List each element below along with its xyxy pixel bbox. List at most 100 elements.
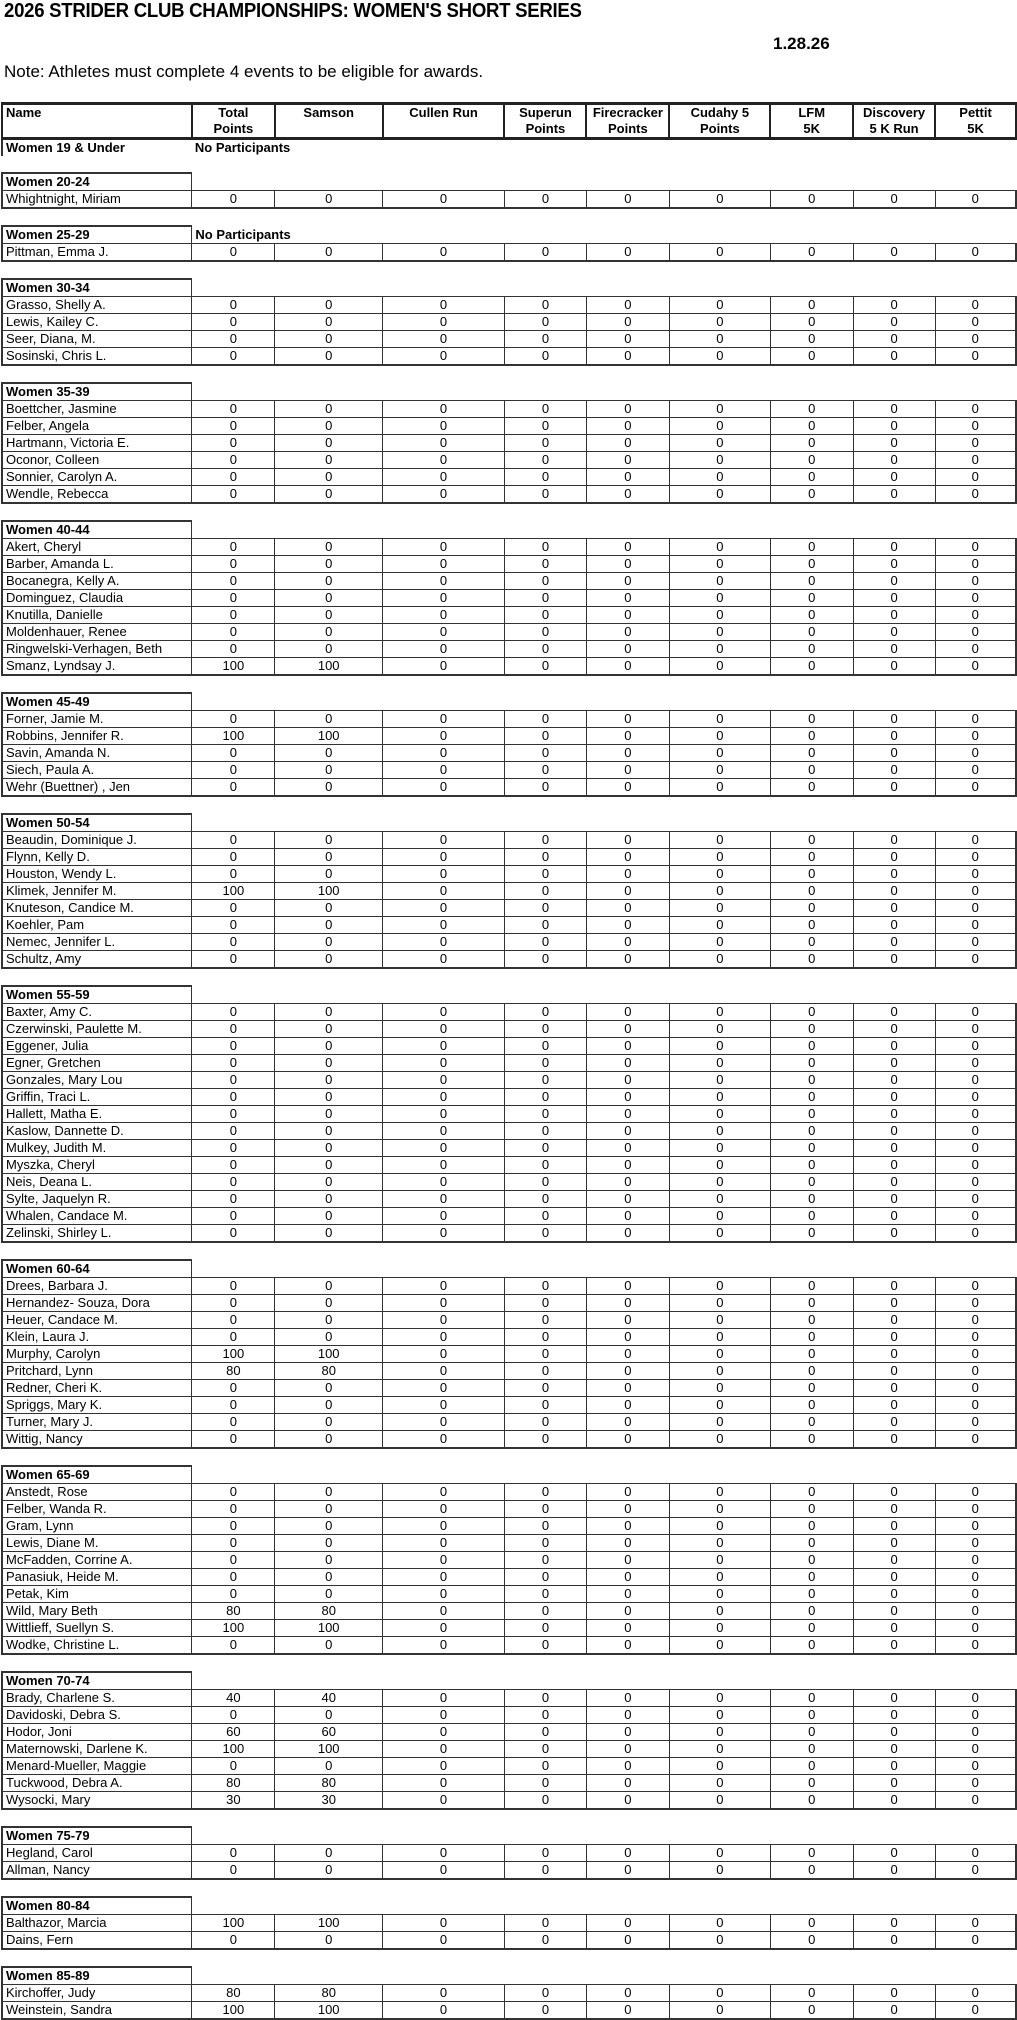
points-cell: 0	[934, 1430, 1017, 1449]
points-cell: 0	[852, 1984, 936, 2002]
points-cell: 0	[585, 1105, 670, 1123]
points-cell: 0	[668, 1931, 771, 1950]
athlete-name: Wittig, Nancy	[1, 1430, 193, 1449]
points-cell: 0	[852, 538, 936, 556]
points-cell: 0	[668, 1844, 771, 1862]
points-cell: 0	[769, 710, 854, 728]
points-cell: 0	[934, 1156, 1017, 1174]
points-cell: 0	[852, 1619, 936, 1637]
no-participants-note	[192, 173, 1016, 191]
points-cell: 0	[668, 848, 771, 866]
column-header-line	[387, 121, 501, 136]
points-cell: 0	[668, 1500, 771, 1518]
points-cell: 0	[852, 1500, 936, 1518]
points-cell: 0	[191, 1844, 276, 1862]
points-cell: 0	[503, 1088, 587, 1106]
points-cell: 0	[934, 1723, 1017, 1741]
age-group-row: Women 80-84	[1, 1896, 1016, 1915]
points-cell: 0	[852, 1689, 936, 1707]
points-cell: 0	[852, 657, 936, 676]
age-group-row: Women 55-59	[1, 985, 1016, 1004]
points-cell: 0	[503, 1791, 587, 1810]
points-cell: 0	[503, 400, 587, 418]
points-cell: 0	[274, 744, 384, 762]
points-cell: 0	[934, 1037, 1017, 1055]
points-cell: 0	[503, 1500, 587, 1518]
points-cell: 0	[585, 933, 670, 951]
points-cell: 0	[769, 831, 854, 849]
points-cell: 0	[503, 744, 587, 762]
age-group-label: Women 25-29	[1, 225, 193, 244]
points-cell: 0	[585, 1071, 670, 1089]
column-header-line: 5 K Run	[869, 121, 919, 136]
points-cell: 0	[382, 330, 505, 348]
points-cell: 0	[382, 1689, 505, 1707]
points-cell: 0	[934, 1139, 1017, 1157]
points-cell: 0	[769, 451, 854, 469]
points-cell: 0	[585, 1740, 670, 1758]
points-cell: 0	[769, 623, 854, 641]
points-cell: 0	[382, 761, 505, 779]
points-cell: 100	[191, 2001, 276, 2020]
athlete-name: Knutilla, Danielle	[1, 606, 193, 624]
athlete-name: Smanz, Lyndsay J.	[1, 657, 193, 676]
age-group-label: Women 60-64	[1, 1259, 193, 1278]
points-cell: 0	[668, 538, 771, 556]
points-cell: 0	[191, 710, 276, 728]
points-cell: 0	[274, 761, 384, 779]
table-row: Mulkey, Judith M. 0 0 0 0 0 0 0 0 0	[1, 1139, 1017, 1157]
points-cell: 0	[585, 1844, 670, 1862]
spacer-row	[2, 261, 1016, 279]
points-cell: 0	[274, 640, 384, 658]
points-cell: 0	[668, 1224, 771, 1243]
points-cell: 0	[382, 400, 505, 418]
points-cell: 0	[503, 1328, 587, 1346]
points-cell: 0	[274, 313, 384, 331]
athlete-name: Spriggs, Mary K.	[1, 1396, 193, 1414]
points-cell: 0	[585, 485, 670, 504]
points-cell: 0	[274, 1224, 384, 1243]
points-cell: 0	[274, 572, 384, 590]
eligibility-note: Note: Athletes must complete 4 events to…	[4, 62, 484, 81]
points-cell: 0	[852, 1037, 936, 1055]
points-cell: 0	[503, 1345, 587, 1363]
points-cell: 0	[274, 1534, 384, 1552]
points-cell: 0	[668, 1396, 771, 1414]
points-cell: 0	[769, 1156, 854, 1174]
column-header-line: Samson	[303, 105, 354, 121]
points-cell: 0	[503, 1723, 587, 1741]
points-cell: 0	[274, 555, 384, 573]
athlete-name: Pritchard, Lynn	[1, 1362, 193, 1380]
points-cell: 0	[503, 1534, 587, 1552]
points-cell: 100	[274, 657, 384, 676]
points-cell: 0	[668, 400, 771, 418]
spacer-cell	[2, 1654, 1016, 1672]
age-group-row: Women 50-54	[1, 813, 1016, 832]
points-cell: 0	[668, 1740, 771, 1758]
athlete-name: Hernandez- Souza, Dora	[1, 1294, 193, 1312]
points-cell: 0	[852, 865, 936, 883]
points-cell: 0	[934, 1277, 1017, 1295]
no-participants-note	[192, 1672, 1016, 1690]
athlete-name: Gram, Lynn	[1, 1517, 193, 1535]
points-cell: 0	[769, 417, 854, 435]
points-cell: 0	[769, 657, 854, 676]
points-cell: 0	[382, 243, 505, 262]
points-cell: 0	[382, 190, 505, 209]
points-cell: 0	[668, 468, 771, 486]
athlete-name: Dains, Fern	[1, 1931, 193, 1950]
spacer-row	[2, 1654, 1016, 1672]
points-cell: 0	[769, 1173, 854, 1191]
column-header-line: Superun	[519, 105, 572, 121]
points-cell: 0	[934, 933, 1017, 951]
points-cell: 0	[769, 555, 854, 573]
points-cell: 0	[503, 1054, 587, 1072]
points-cell: 0	[769, 744, 854, 762]
points-cell: 0	[769, 1345, 854, 1363]
points-cell: 0	[503, 1020, 587, 1038]
table-row: Weinstein, Sandra 100 100 0 0 0 0 0 0 0	[1, 2001, 1017, 2020]
points-cell: 0	[503, 313, 587, 331]
points-cell: 0	[852, 1328, 936, 1346]
points-cell: 0	[382, 1224, 505, 1243]
points-cell: 0	[503, 1190, 587, 1208]
